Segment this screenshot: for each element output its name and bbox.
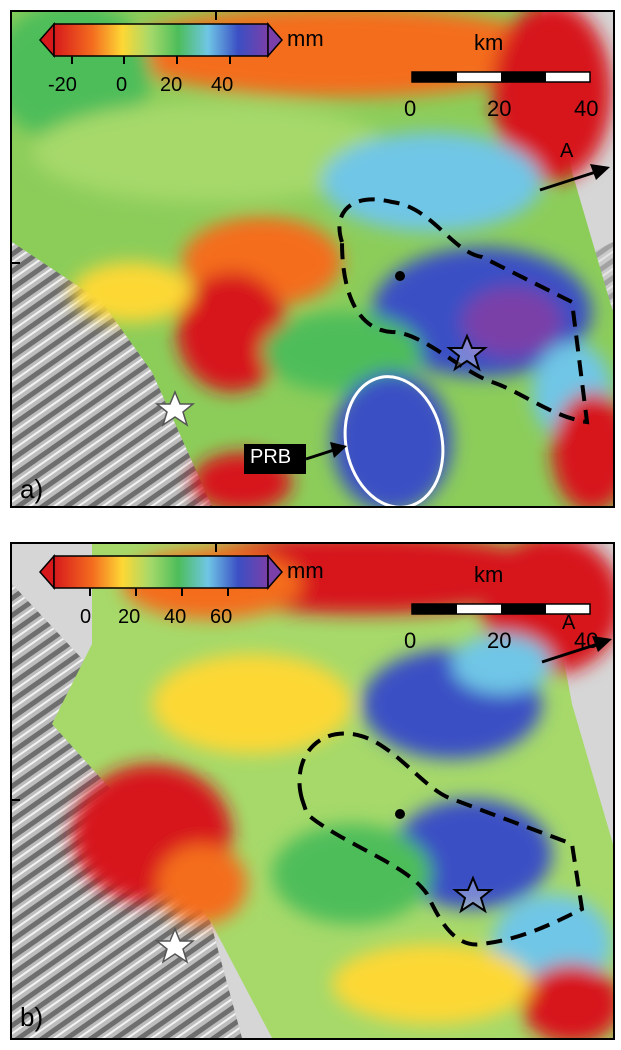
star-marker xyxy=(154,927,196,964)
interferogram-coverage xyxy=(52,544,613,1038)
direction-arrow xyxy=(541,636,612,664)
panel-label: a) xyxy=(20,474,44,504)
direction-label: A xyxy=(562,612,576,634)
deformation-map-a xyxy=(12,12,613,506)
scale-tick: 20 xyxy=(487,628,512,653)
scale-bar-b xyxy=(411,603,591,615)
scale-tick: 0 xyxy=(404,628,417,653)
direction-label: A xyxy=(560,140,574,162)
deformation-map-b xyxy=(12,544,613,1038)
star-marker xyxy=(446,333,488,372)
colorbar-b xyxy=(39,554,283,596)
colorbar-tick: 60 xyxy=(210,606,233,628)
colorbar-tick: 20 xyxy=(118,606,141,628)
map-panel-a: mm -20 0 20 40 km 0 20 40 A PRB a) xyxy=(10,10,615,508)
colorbar-tick: 20 xyxy=(160,74,183,96)
scale-tick: 20 xyxy=(487,96,512,121)
scale-unit: km xyxy=(474,562,504,587)
colorbar-tick: 40 xyxy=(164,606,187,628)
colorbar-tick: 40 xyxy=(211,74,234,96)
colorbar-tick: 0 xyxy=(80,606,92,628)
dashed-outline xyxy=(297,731,585,947)
colorbar-tick: 0 xyxy=(116,74,128,96)
colorbar-unit: mm xyxy=(287,558,324,583)
colorbar-a xyxy=(39,22,283,64)
location-dot xyxy=(395,809,405,819)
scale-tick: 40 xyxy=(574,96,599,121)
prb-ellipse xyxy=(343,375,445,506)
star-marker xyxy=(452,875,494,914)
scale-tick: 0 xyxy=(404,96,417,121)
prb-label-box xyxy=(244,444,306,474)
star-marker xyxy=(154,390,196,427)
map-panel-b: mm 0 20 40 60 km 0 20 40 A b) xyxy=(10,542,615,1040)
scale-tick: 40 xyxy=(574,628,599,653)
panel-label: b) xyxy=(20,1002,44,1032)
location-dot xyxy=(395,271,405,281)
direction-arrow xyxy=(539,164,610,192)
prb-label: PRB xyxy=(250,446,292,468)
colorbar-unit: mm xyxy=(287,26,324,51)
dashed-outline xyxy=(337,197,590,425)
scale-unit: km xyxy=(474,30,504,55)
scale-bar-a xyxy=(411,71,591,83)
colorbar-tick: -20 xyxy=(48,74,77,96)
